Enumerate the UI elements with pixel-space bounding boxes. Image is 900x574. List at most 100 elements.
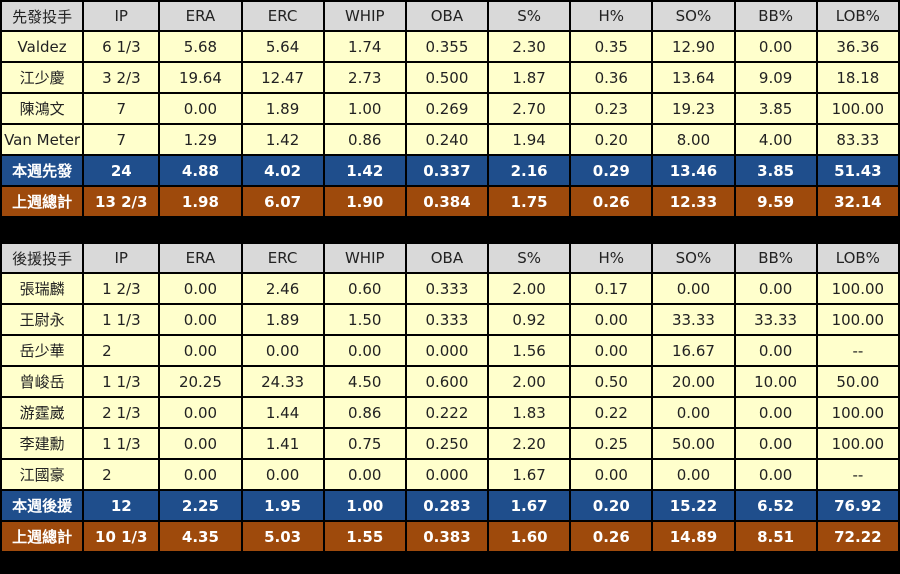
stat-cell: 0.250 — [406, 429, 488, 458]
stat-cell: ERA — [160, 2, 241, 30]
table-row: 王尉永 1 1/3 0.00 1.89 1.50 0.333 0.92 0.00 33.33 33… — [2, 305, 898, 334]
stat-cell: 0.337 — [406, 156, 488, 185]
row-label: 本週先發 — [2, 156, 83, 185]
row-label: 張瑞麟 — [2, 274, 83, 303]
stat-cell: -- — [817, 460, 898, 489]
stat-cell: 0.26 — [571, 187, 652, 216]
stat-cell: 14.89 — [653, 522, 734, 551]
stat-cell: 0.17 — [571, 274, 652, 303]
stat-cell: 9.59 — [735, 187, 816, 216]
stat-cell: 0.00 — [571, 460, 652, 489]
stat-cell: 0.00 — [653, 274, 734, 303]
row-label: 上週總計 — [2, 187, 83, 216]
stat-cell: 1.90 — [324, 187, 405, 216]
stat-cell: 0.00 — [735, 274, 816, 303]
stat-cell: SO% — [653, 2, 734, 30]
row-label: 岳少華 — [2, 336, 83, 365]
stat-cell: 4.00 — [735, 125, 816, 154]
stat-cell: 0.00 — [571, 336, 652, 365]
stat-cell: 76.92 — [817, 491, 898, 520]
stat-cell: SO% — [653, 244, 734, 272]
stat-cell: IP — [84, 244, 159, 272]
stat-cell: 0.86 — [324, 125, 405, 154]
table-row: 陳鴻文 7 0.00 1.89 1.00 0.269 2.70 0.23 19.23 3.85 10… — [2, 94, 898, 123]
row-label: 江國豪 — [2, 460, 83, 489]
table-row: Valdez 6 1/3 5.68 5.64 1.74 0.355 2.30 0.35 12.9… — [2, 32, 898, 61]
stat-cell: 0.00 — [324, 336, 405, 365]
stat-cell: 3 2/3 — [84, 63, 159, 92]
stat-cell: OBA — [406, 2, 488, 30]
stat-cell: 72.22 — [817, 522, 898, 551]
stat-cell: BB% — [735, 2, 816, 30]
stat-cell: 2.46 — [242, 274, 323, 303]
stat-cell: 1.89 — [242, 305, 323, 334]
stat-cell: 2 — [84, 336, 159, 365]
row-label: 游霆崴 — [2, 398, 83, 427]
stat-cell: 1.98 — [160, 187, 241, 216]
stat-cell: 0.222 — [406, 398, 488, 427]
stat-cell: 12.47 — [242, 63, 323, 92]
stat-cell: 2.00 — [489, 367, 570, 396]
stat-cell: 0.355 — [406, 32, 488, 61]
header-row: 先發投手 IP ERA ERC WHIP OBA S% H% SO% BB% LOB% — [2, 2, 898, 30]
stat-cell: LOB% — [817, 2, 898, 30]
this-week-total-row: 本週先發 24 4.88 4.02 1.42 0.337 2.16 0.29 13.46 3.85… — [2, 156, 898, 185]
stat-cell: 0.333 — [406, 305, 488, 334]
stat-cell: 20.25 — [160, 367, 241, 396]
stat-cell: 1.75 — [489, 187, 570, 216]
stat-cell: 9.09 — [735, 63, 816, 92]
stat-cell: 100.00 — [817, 398, 898, 427]
table-row: 江國豪 2 0.00 0.00 0.00 0.000 1.67 0.00 0.00 0.00 -- — [2, 460, 898, 489]
stat-cell: 0.60 — [324, 274, 405, 303]
stat-cell: 19.23 — [653, 94, 734, 123]
stat-cell: BB% — [735, 244, 816, 272]
stat-cell: 3.85 — [735, 94, 816, 123]
stat-cell: 13 2/3 — [84, 187, 159, 216]
stat-cell: 0.00 — [160, 398, 241, 427]
stat-cell: 10.00 — [735, 367, 816, 396]
stat-cell: 1.94 — [489, 125, 570, 154]
row-label: 陳鴻文 — [2, 94, 83, 123]
stat-cell: 0.00 — [653, 398, 734, 427]
stat-cell: 0.25 — [571, 429, 652, 458]
stat-cell: 100.00 — [817, 274, 898, 303]
stat-cell: 0.20 — [571, 125, 652, 154]
row-label: 江少慶 — [2, 63, 83, 92]
stat-cell: ERA — [160, 244, 241, 272]
table-row: 游霆崴 2 1/3 0.00 1.44 0.86 0.222 1.83 0.22 0.00 0.0… — [2, 398, 898, 427]
stat-cell: 18.18 — [817, 63, 898, 92]
stat-cell: H% — [571, 244, 652, 272]
stat-cell: 7 — [84, 94, 159, 123]
stat-cell: 0.00 — [160, 336, 241, 365]
stat-cell: WHIP — [324, 244, 405, 272]
stat-cell: 0.283 — [406, 491, 488, 520]
stat-cell: 0.600 — [406, 367, 488, 396]
stat-cell: 1.00 — [324, 491, 405, 520]
stat-cell: 0.00 — [735, 429, 816, 458]
stat-cell: 0.35 — [571, 32, 652, 61]
stat-cell: 16.67 — [653, 336, 734, 365]
stat-cell: 1.42 — [324, 156, 405, 185]
row-label: 後援投手 — [2, 244, 83, 272]
stat-cell: 50.00 — [817, 367, 898, 396]
stat-cell: 12 — [84, 491, 159, 520]
table-row: 江少慶 3 2/3 19.64 12.47 2.73 0.500 1.87 0.36 13.64… — [2, 63, 898, 92]
stat-cell: 15.22 — [653, 491, 734, 520]
stat-cell: 1.83 — [489, 398, 570, 427]
row-label: 本週後援 — [2, 491, 83, 520]
stat-cell: 0.00 — [324, 460, 405, 489]
stat-cell: 0.75 — [324, 429, 405, 458]
stat-cell: WHIP — [324, 2, 405, 30]
stat-cell: LOB% — [817, 244, 898, 272]
stat-cell: 1.50 — [324, 305, 405, 334]
stat-cell: H% — [571, 2, 652, 30]
stat-cell: 100.00 — [817, 429, 898, 458]
stat-cell: 2 1/3 — [84, 398, 159, 427]
row-label: 王尉永 — [2, 305, 83, 334]
stat-cell: 24.33 — [242, 367, 323, 396]
stat-cell: 5.68 — [160, 32, 241, 61]
stat-cell: 0.00 — [242, 460, 323, 489]
stat-cell: 4.50 — [324, 367, 405, 396]
stat-cell: ERC — [242, 244, 323, 272]
stat-cell: 1.56 — [489, 336, 570, 365]
